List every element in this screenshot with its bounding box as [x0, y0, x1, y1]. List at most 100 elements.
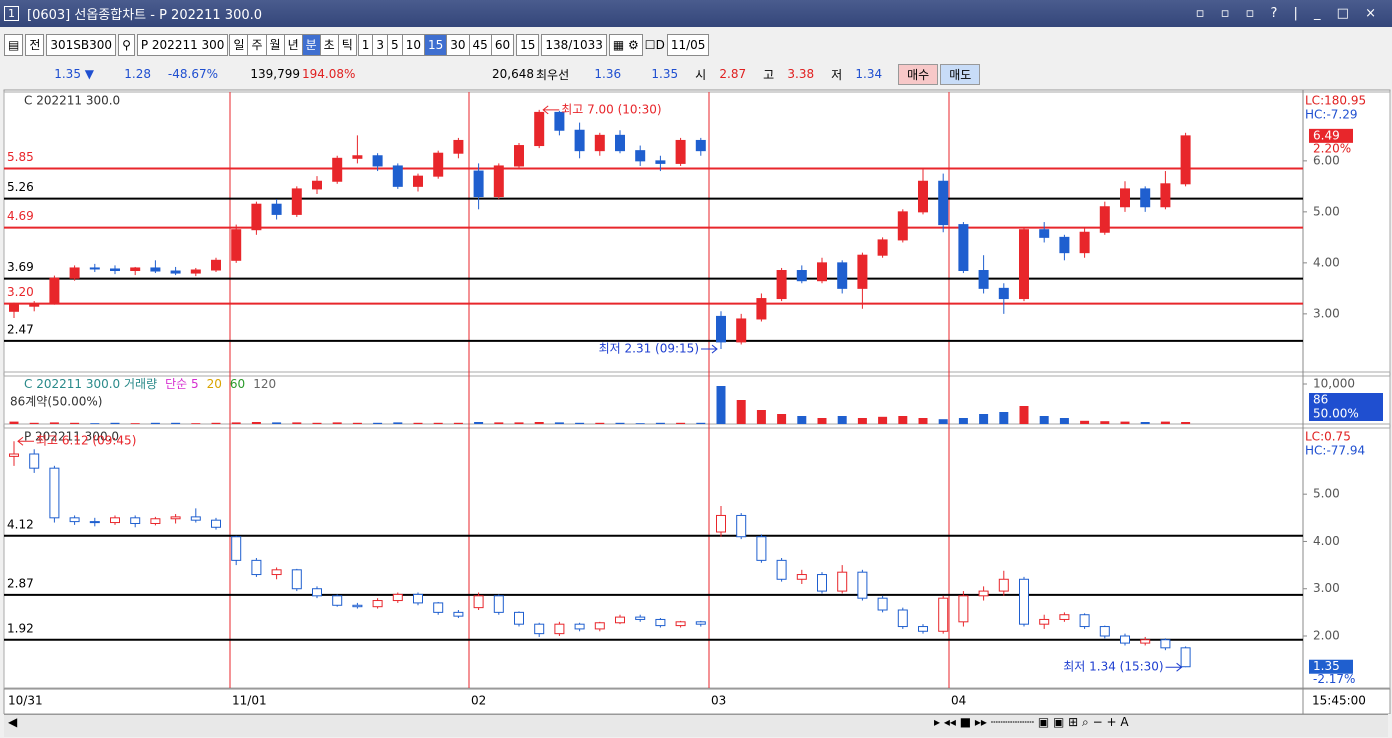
candle-body: [1039, 229, 1050, 238]
y-tick-label: 5.00: [1313, 204, 1340, 218]
volume-bar: [1039, 416, 1049, 424]
interval-button[interactable]: 10: [401, 33, 425, 56]
sell-button[interactable]: 매도: [940, 63, 981, 85]
candle-body: [211, 259, 221, 271]
candle-body: [29, 453, 40, 469]
volume-bar: [251, 422, 261, 424]
panel-frame: [3, 91, 1391, 373]
candle-body: [493, 165, 504, 198]
search-button[interactable]: ⚲: [118, 33, 135, 56]
candle-body: [332, 157, 343, 182]
volume-bar: [70, 422, 80, 424]
panel-title: C 202211 300.0: [24, 94, 120, 108]
period-button[interactable]: 틱: [337, 33, 357, 56]
side-label: LC:0.75: [1305, 430, 1351, 444]
volume-bar: [130, 423, 140, 424]
candle-body: [211, 519, 221, 528]
candle-body: [170, 516, 181, 520]
candle-body: [1140, 188, 1151, 208]
last-pct: 2.20%: [1313, 141, 1351, 155]
candle-body: [918, 626, 928, 632]
volume-bar: [1019, 406, 1029, 424]
volume-bar: [595, 422, 605, 424]
volume-bar: [1160, 421, 1170, 424]
volume-bar: [1140, 422, 1150, 424]
price: 1.35 ▼: [54, 67, 94, 81]
candle-body: [69, 267, 80, 279]
volume-bar: [1181, 422, 1191, 424]
candle-body: [655, 160, 666, 164]
x-tick-label: 03: [711, 694, 726, 708]
candle-body: [978, 270, 989, 289]
x-tick-label: 02: [471, 694, 486, 708]
volume-bar: [373, 422, 383, 424]
level-label: 4.12: [7, 517, 34, 531]
candle-body: [352, 604, 363, 608]
candle-body: [1079, 614, 1090, 628]
candle-body: [453, 139, 464, 154]
volume-bar: [292, 422, 302, 424]
volume-bar: [1080, 420, 1090, 424]
max-annotation-arrow: [542, 105, 560, 115]
title-bar: 1 [0603] 선옵종합차트 - P 202211 300.0 ▫ ▫ ▫ ?…: [0, 0, 1392, 27]
candle-body: [110, 517, 120, 524]
side-label: HC:-7.29: [1305, 108, 1358, 122]
symbol-field[interactable]: P 202211 300: [136, 33, 229, 56]
candle-body: [1059, 236, 1070, 254]
volume-bar: [352, 422, 362, 424]
interval-button[interactable]: 60: [490, 33, 515, 56]
candle-body: [655, 618, 666, 627]
volume-bar: [635, 423, 645, 424]
d-checkbox[interactable]: ☐D: [644, 37, 665, 52]
min-annotation: 최저 1.34 (15:30): [1063, 660, 1163, 674]
volume-bar: [272, 422, 282, 424]
candle-body: [9, 304, 19, 312]
tool-buttons[interactable]: ▦ ⚙: [608, 33, 643, 56]
candle-body: [1120, 188, 1130, 208]
interval-field[interactable]: 15: [516, 33, 540, 56]
ma-label: 60: [230, 377, 245, 391]
volume-bar: [1059, 418, 1069, 424]
candle-body: [534, 111, 545, 147]
volume-bar: [736, 400, 746, 424]
last-price-box: [1309, 128, 1353, 143]
candle-body: [49, 277, 60, 305]
scrollbar[interactable]: ◀ ▸ ◂◂ ■ ▸▸ ┄┄┄┄┄┄ ▣ ▣ ⊞ ⌕ − + A: [4, 714, 1388, 737]
window-controls[interactable]: ▫ ▫ ▫ ? | _ □ ×: [1195, 6, 1382, 21]
buy-button[interactable]: 매수: [898, 63, 939, 85]
candle-body: [1160, 183, 1171, 208]
candle-body: [796, 574, 807, 580]
change-pct: -48.67%: [167, 67, 218, 81]
candle-body: [1099, 626, 1110, 637]
change: 1.28: [124, 67, 151, 81]
level-label: 1.92: [7, 621, 34, 635]
best-label: 최우선: [536, 67, 570, 82]
ma-label: 20: [207, 377, 222, 391]
candle-body: [998, 578, 1009, 592]
candle-body: [776, 559, 787, 580]
y-tick-label: 5.00: [1313, 487, 1340, 501]
count-field[interactable]: 138/1033: [541, 33, 607, 56]
candle-body: [1180, 647, 1191, 668]
code-field[interactable]: 301SB300: [46, 33, 117, 56]
open-label: 시: [695, 67, 707, 82]
y-tick-label: 3.00: [1313, 306, 1340, 320]
period-button[interactable]: 초: [319, 33, 339, 56]
button[interactable]: ▤: [4, 33, 24, 56]
candle-body: [958, 224, 969, 272]
volume-bar: [837, 416, 847, 424]
candle-body: [817, 574, 827, 592]
volume-bar: [29, 422, 39, 424]
candle-body: [958, 595, 969, 623]
interval-button[interactable]: 15: [423, 33, 448, 56]
volume-bar: [211, 422, 221, 424]
chart: 10/31 11/01 02 03 04 15:45:00 6.00 5.00 4.00 3.00…: [3, 89, 1391, 714]
volume: 139,799: [250, 67, 300, 81]
volume-pct: 194.08%: [302, 67, 356, 81]
candle-body: [89, 267, 100, 270]
time-label: 15:45:00: [1312, 694, 1366, 708]
mode-button[interactable]: 전: [25, 33, 45, 56]
date-field[interactable]: 11/05: [666, 33, 710, 56]
